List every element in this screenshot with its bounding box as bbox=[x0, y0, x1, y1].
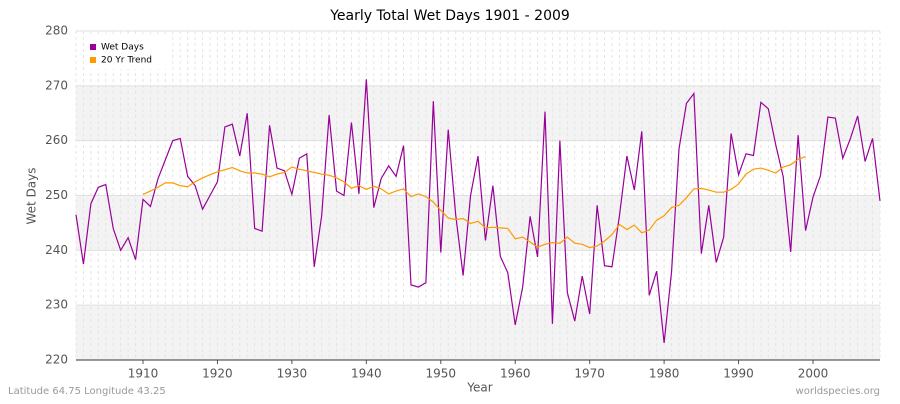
plot-band bbox=[76, 31, 880, 86]
legend-box bbox=[84, 37, 170, 69]
legend-swatch bbox=[90, 57, 96, 63]
y-tick-label: 230 bbox=[45, 298, 68, 312]
legend-swatch bbox=[90, 44, 96, 50]
y-tick-label: 240 bbox=[45, 243, 68, 257]
x-tick-label: 1990 bbox=[723, 367, 754, 381]
y-tick-label: 220 bbox=[45, 353, 68, 367]
x-tick-label: 1930 bbox=[277, 367, 308, 381]
x-tick-label: 1960 bbox=[500, 367, 531, 381]
x-tick-label: 1970 bbox=[574, 367, 605, 381]
series-line bbox=[75, 79, 881, 344]
legend-label: 20 Yr Trend bbox=[101, 56, 152, 66]
x-axis-label: Year bbox=[466, 381, 492, 395]
series-line bbox=[142, 156, 806, 249]
y-tick-label: 270 bbox=[45, 78, 68, 92]
legend-label: Wet Days bbox=[101, 43, 144, 53]
x-tick-label: 2000 bbox=[798, 367, 829, 381]
y-tick-label: 280 bbox=[45, 24, 68, 38]
x-tick-label: 1910 bbox=[128, 367, 159, 381]
x-tick-label: 1920 bbox=[202, 367, 233, 381]
x-tick-label: 1980 bbox=[649, 367, 680, 381]
plot-band bbox=[76, 85, 880, 141]
y-tick-label: 250 bbox=[45, 188, 68, 202]
x-tick-label: 1940 bbox=[351, 367, 382, 381]
x-tick-label: 1950 bbox=[426, 367, 457, 381]
y-axis-label: Wet Days bbox=[25, 167, 39, 224]
y-tick-label: 260 bbox=[45, 133, 68, 147]
chart-title: Yearly Total Wet Days 1901 - 2009 bbox=[329, 8, 570, 24]
plot-band bbox=[76, 140, 880, 196]
footer-left: Latitude 64.75 Longitude 43.25 bbox=[8, 386, 166, 397]
footer-right: worldspecies.org bbox=[796, 386, 880, 397]
